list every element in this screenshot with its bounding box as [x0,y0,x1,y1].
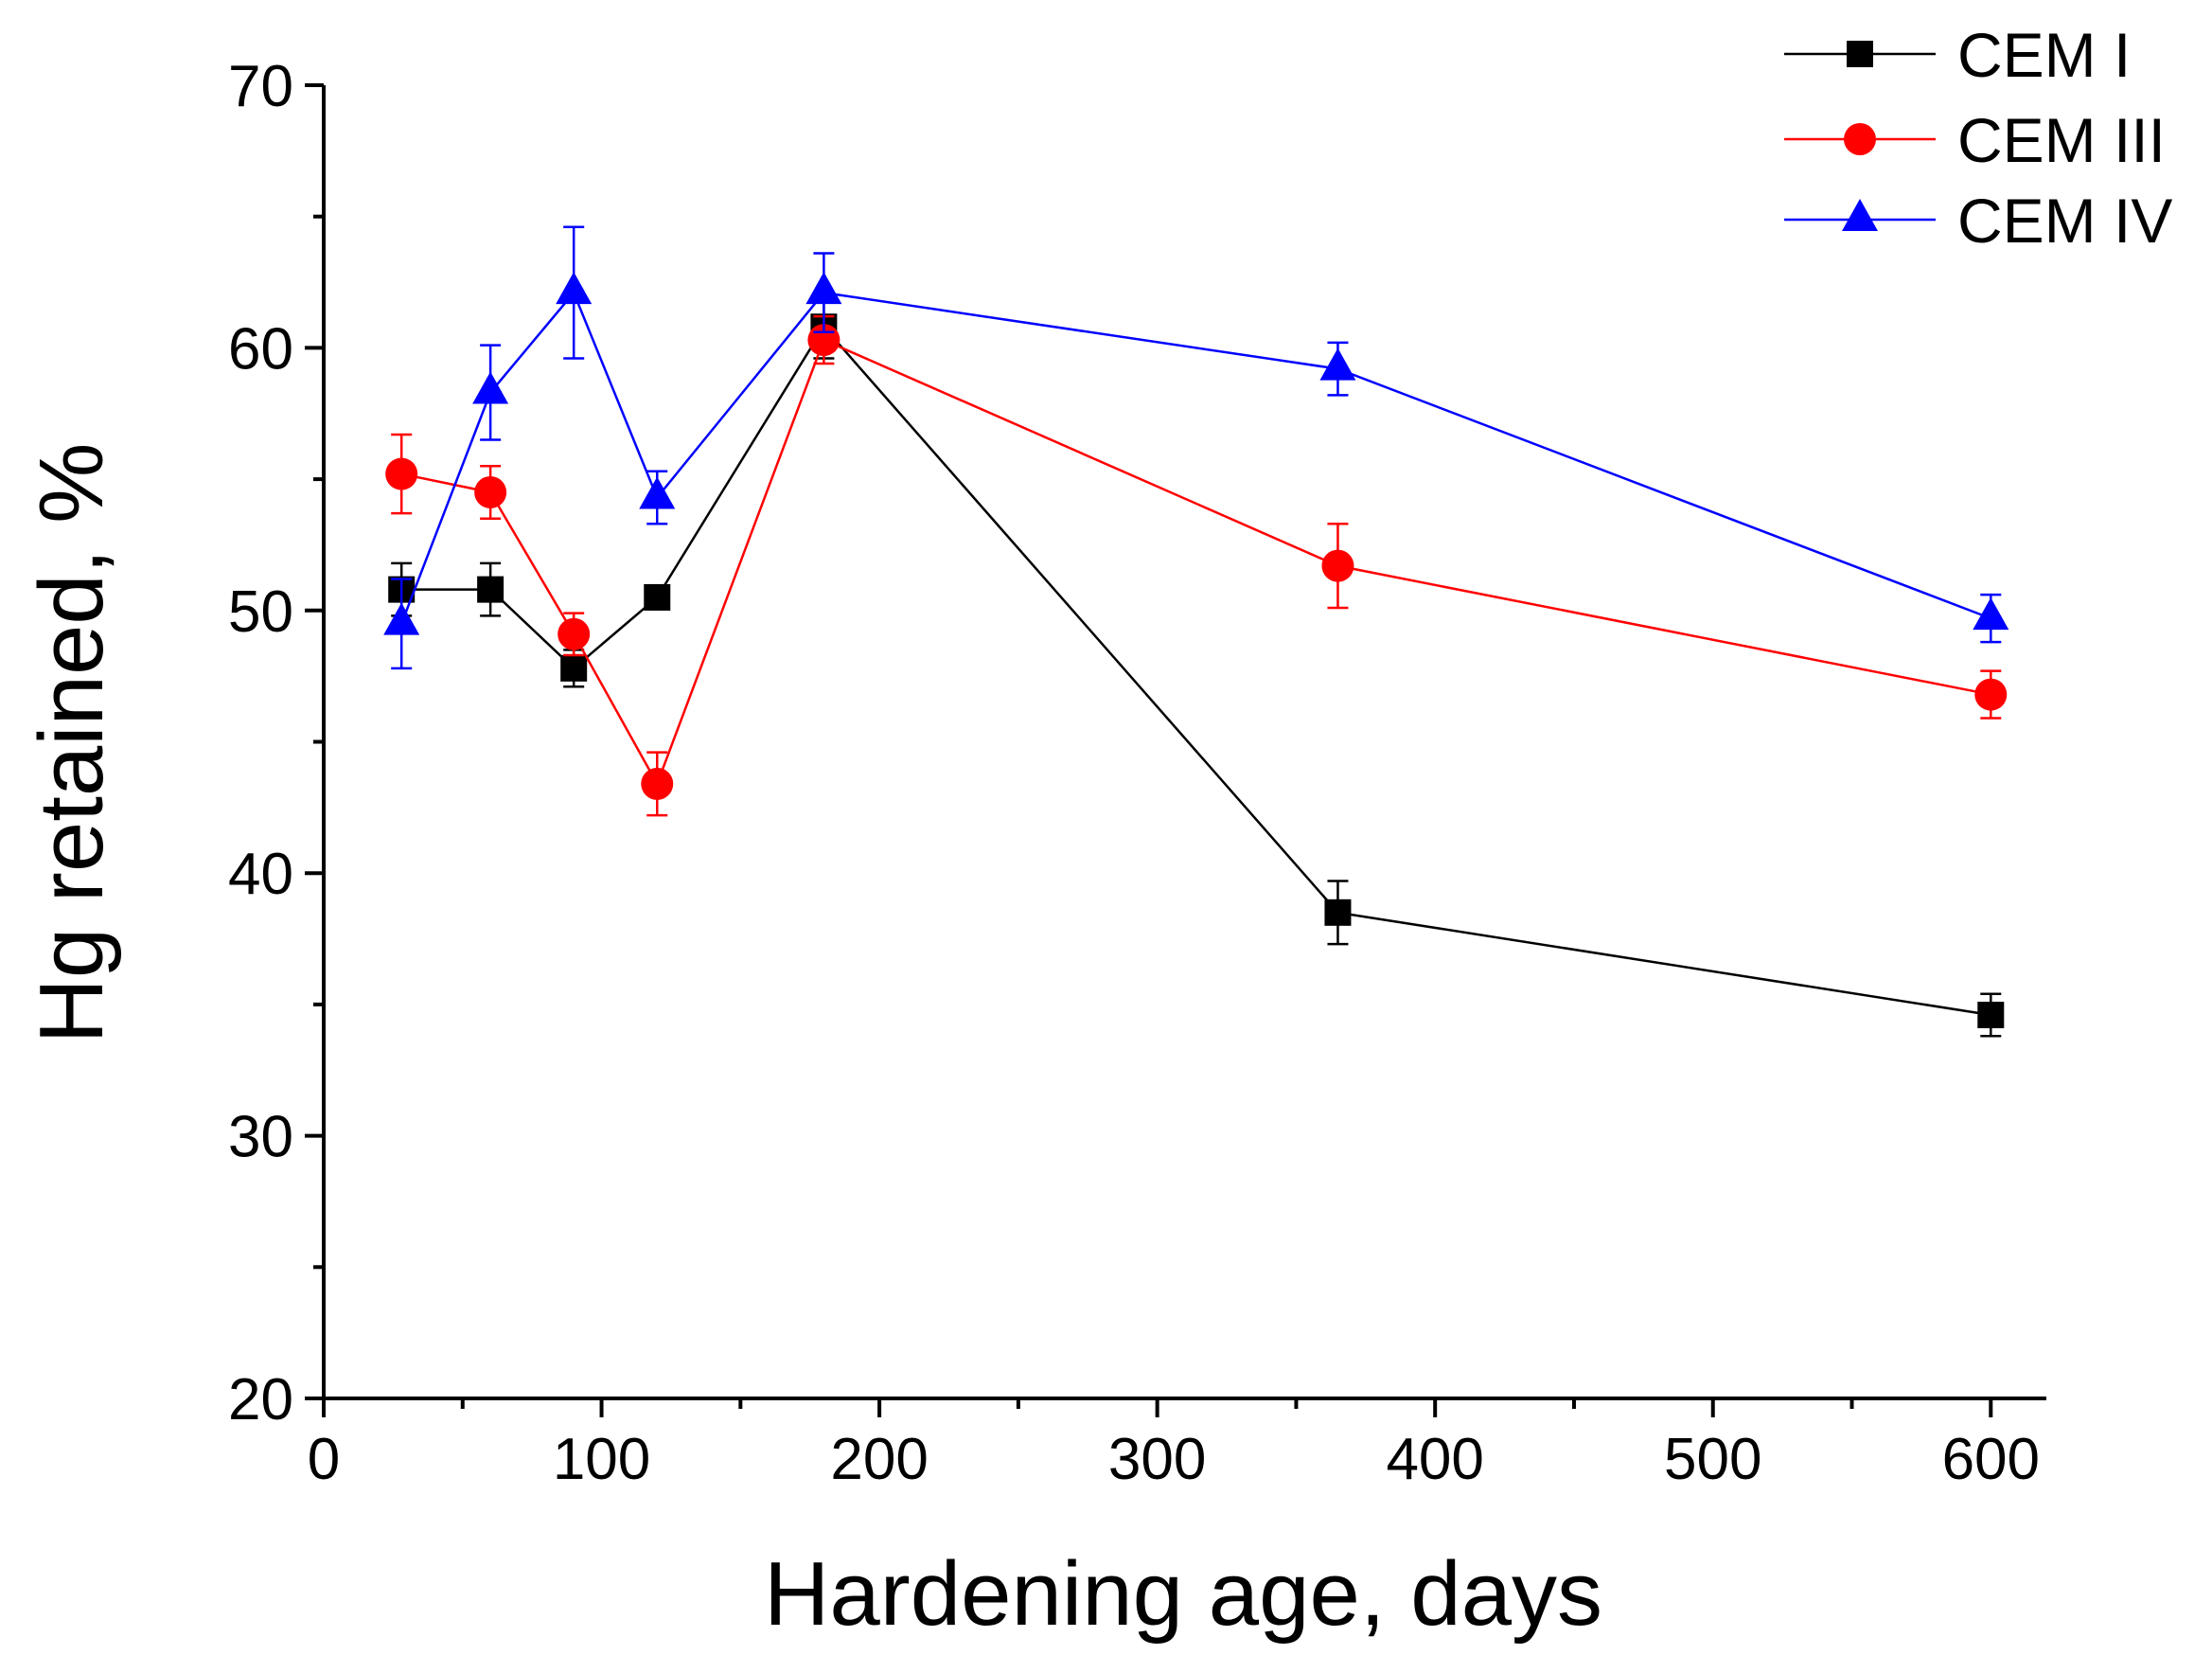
x-tick-label: 300 [1108,1427,1206,1492]
legend-item-cem-iv: CEM IV [1784,186,2172,256]
data-point-cem-iv [1319,347,1356,381]
data-point-cem-iv [1973,597,2009,631]
x-tick-label: 200 [830,1427,928,1492]
data-point-cem-i [477,576,504,603]
y-tick-label: 30 [228,1105,293,1170]
legend-marker-cem-iii [1844,123,1876,155]
legend-marker-cem-iv [1842,199,1878,231]
data-point-cem-i [1324,899,1352,926]
x-tick-label: 600 [1942,1427,2040,1492]
data-point-cem-iii [557,617,591,650]
legend-label-cem-i: CEM I [1957,20,2131,90]
plot-series [383,225,2009,1038]
x-tick-label: 100 [553,1427,650,1492]
y-tick-label: 70 [228,54,293,119]
y-tick-label: 60 [228,316,293,382]
legend-label-cem-iv: CEM IV [1957,186,2172,256]
x-axis-title: Hardening age, days [764,1543,1602,1645]
x-tick-label: 0 [308,1427,340,1492]
data-point-cem-i [1977,1001,2005,1028]
y-tick-label: 20 [228,1367,293,1433]
legend-item-cem-iii: CEM III [1784,105,2166,175]
series-cem-i [388,294,2005,1038]
data-point-cem-iv [805,272,842,305]
data-point-cem-iii [1974,678,2008,711]
legend-marker-cem-i [1847,41,1873,67]
series-line-cem-iv [400,290,1991,625]
legend-label-cem-iii: CEM III [1957,105,2166,175]
x-tick-label: 500 [1664,1427,1761,1492]
data-point-cem-iii [385,457,418,490]
y-tick-label: 40 [228,842,293,907]
data-point-cem-i [644,583,671,611]
data-point-cem-iii [1321,549,1354,582]
series-line-cem-i [401,325,1991,1017]
y-tick-label: 50 [228,579,293,645]
data-point-cem-iv [472,371,509,404]
series-cem-iv [383,225,2009,670]
data-point-cem-iii [474,475,507,508]
axes: 0 100 200 300 400 500 600 20 30 40 50 60 70 [228,54,2046,1492]
data-point-cem-iv [556,272,593,305]
series-line-cem-iii [400,338,1991,787]
legend: CEM I CEM III CEM IV [1784,20,2172,256]
data-point-cem-iii [641,767,674,800]
data-point-cem-i [560,654,588,682]
data-point-cem-iv [639,476,676,509]
data-point-cem-iv [383,602,420,635]
legend-item-cem-i: CEM I [1784,20,2131,90]
x-tick-label: 400 [1386,1427,1483,1492]
y-axis-title: Hg retained, % [21,442,122,1043]
series-cem-iii [385,314,2008,817]
